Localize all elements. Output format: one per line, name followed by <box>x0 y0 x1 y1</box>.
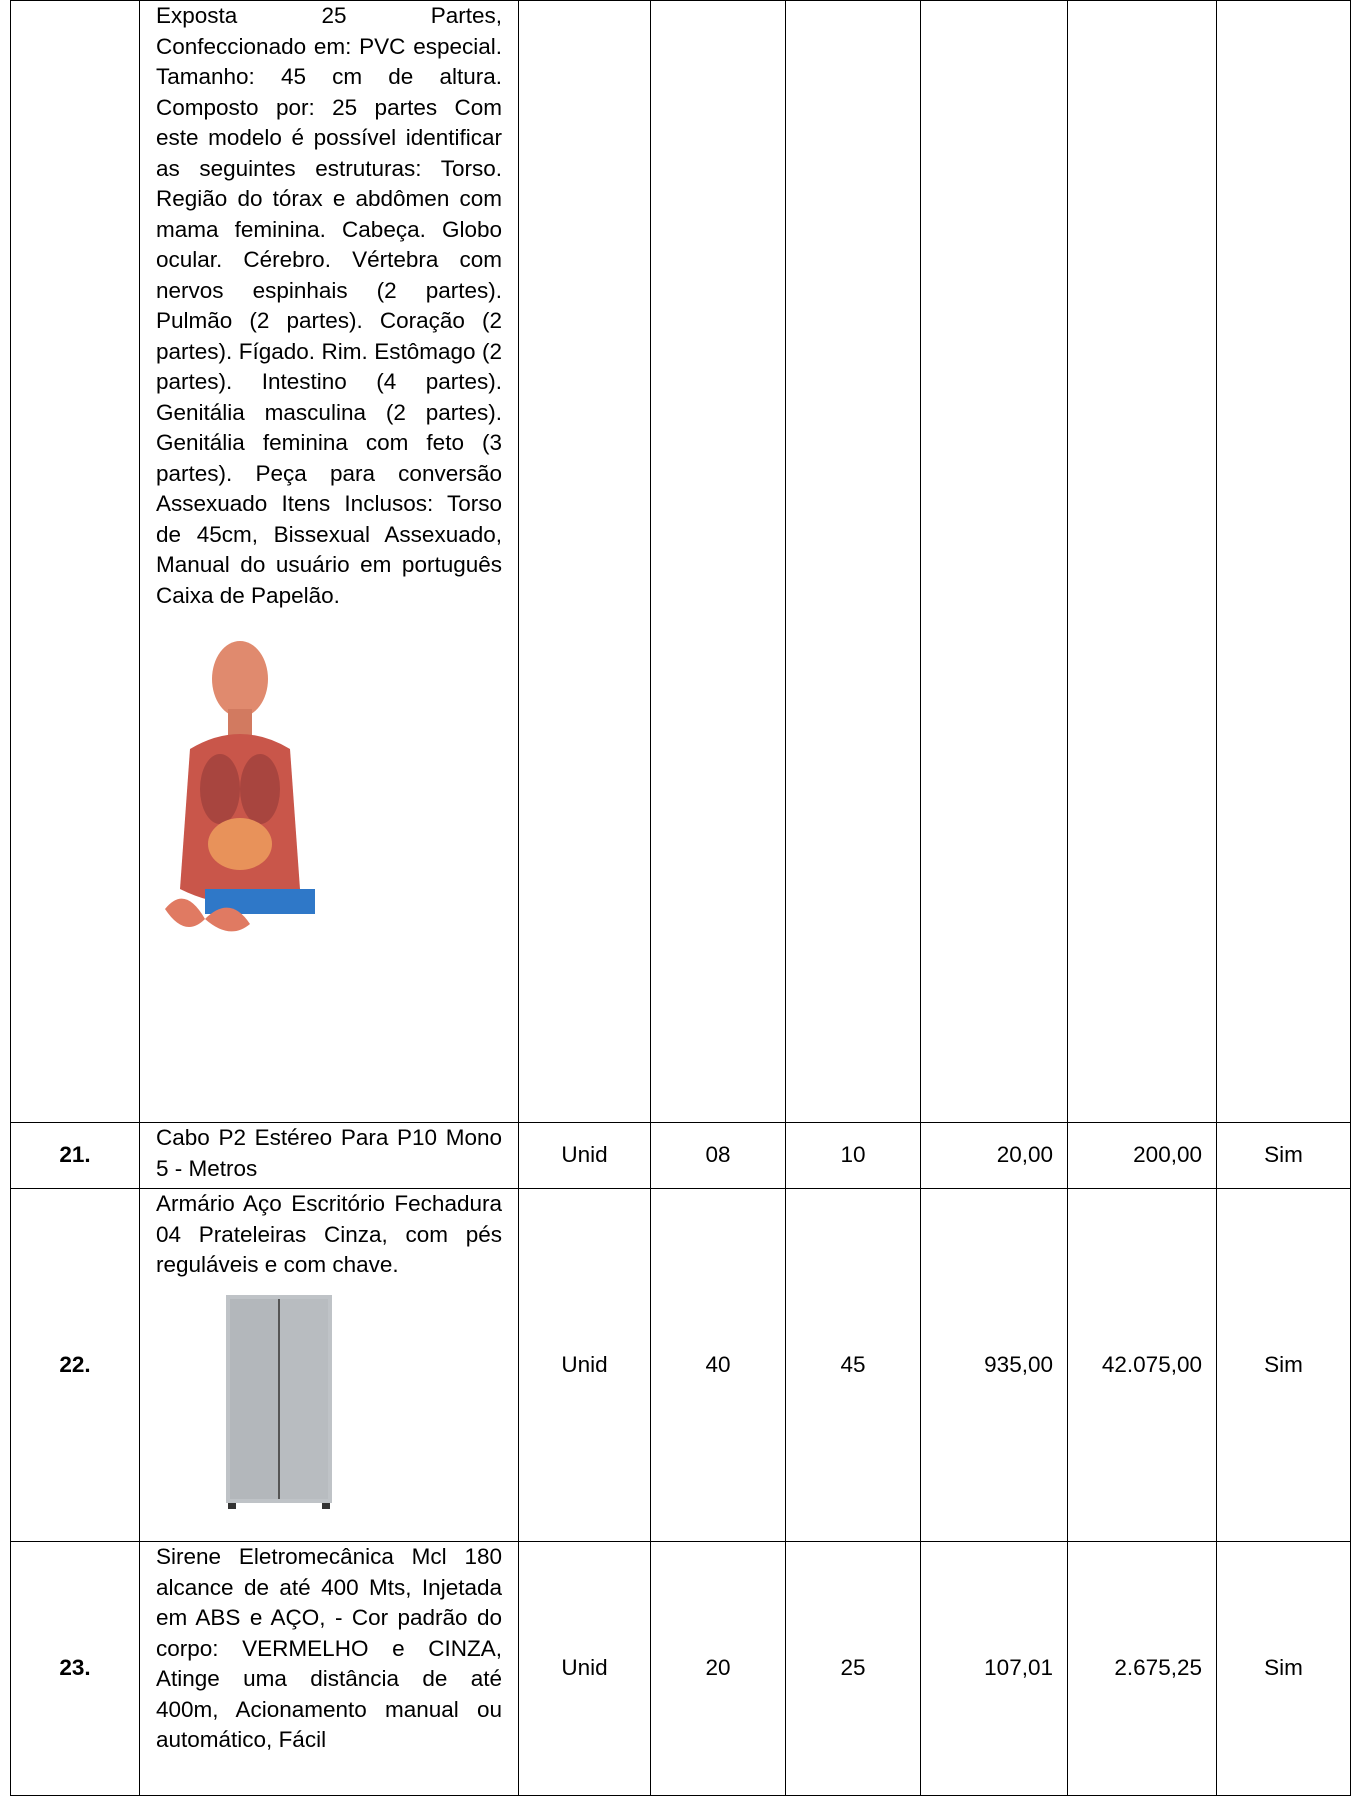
unit-price: 107,01 <box>920 1541 1068 1796</box>
qty-a: 20 <box>650 1541 786 1796</box>
item: 21. <box>10 1122 140 1189</box>
cell <box>920 0 1068 1123</box>
row: 21. Cabo P2 Estéreo Para P10 Mono 5 - Me… <box>10 1122 1351 1189</box>
description: Armário Aço Escritório Fechadura 04 Prat… <box>156 1191 502 1277</box>
cell <box>1067 0 1217 1123</box>
cell <box>785 0 921 1123</box>
row: 23. Sirene Eletromecânica Mcl 180 alcanc… <box>10 1541 1351 1796</box>
torso-image <box>165 641 315 932</box>
answer: Sim <box>1216 1188 1351 1542</box>
total: 2.675,25 <box>1067 1541 1217 1796</box>
answer: Sim <box>1216 1122 1351 1189</box>
cell <box>650 0 786 1123</box>
qty-a: 08 <box>650 1122 786 1189</box>
answer: Sim <box>1216 1541 1351 1796</box>
unit: Unid <box>518 1122 651 1189</box>
unit: Unid <box>518 1188 651 1542</box>
cell: Armário Aço Escritório Fechadura 04 Prat… <box>139 1188 519 1542</box>
description: Sirene Eletromecânica Mcl 180 alcance de… <box>139 1541 519 1796</box>
cell <box>1216 0 1351 1123</box>
row: Exposta 25 Partes, Confeccionado em: PVC… <box>10 0 1351 1123</box>
unit-price: 20,00 <box>920 1122 1068 1189</box>
total: 200,00 <box>1067 1122 1217 1189</box>
qty-a: 40 <box>650 1188 786 1542</box>
cell: Exposta 25 Partes, Confeccionado em: PVC… <box>139 0 519 1123</box>
qty-b: 45 <box>785 1188 921 1542</box>
item: 23. <box>10 1541 140 1796</box>
qty-b: 10 <box>785 1122 921 1189</box>
item: 22. <box>10 1188 140 1542</box>
unit: Unid <box>518 1541 651 1796</box>
description: Exposta 25 Partes, Confeccionado em: PVC… <box>156 3 502 608</box>
cabinet-image <box>226 1294 332 1509</box>
row: 22. Armário Aço Escritório Fechadura 04 … <box>10 1188 1351 1542</box>
qty-b: 25 <box>785 1541 921 1796</box>
unit-price: 935,00 <box>920 1188 1068 1542</box>
cell <box>518 0 651 1123</box>
cell <box>10 0 140 1123</box>
description: Cabo P2 Estéreo Para P10 Mono 5 - Metros <box>139 1122 519 1189</box>
total: 42.075,00 <box>1067 1188 1217 1542</box>
items-table: Exposta 25 Partes, Confeccionado em: PVC… <box>10 0 1351 1796</box>
